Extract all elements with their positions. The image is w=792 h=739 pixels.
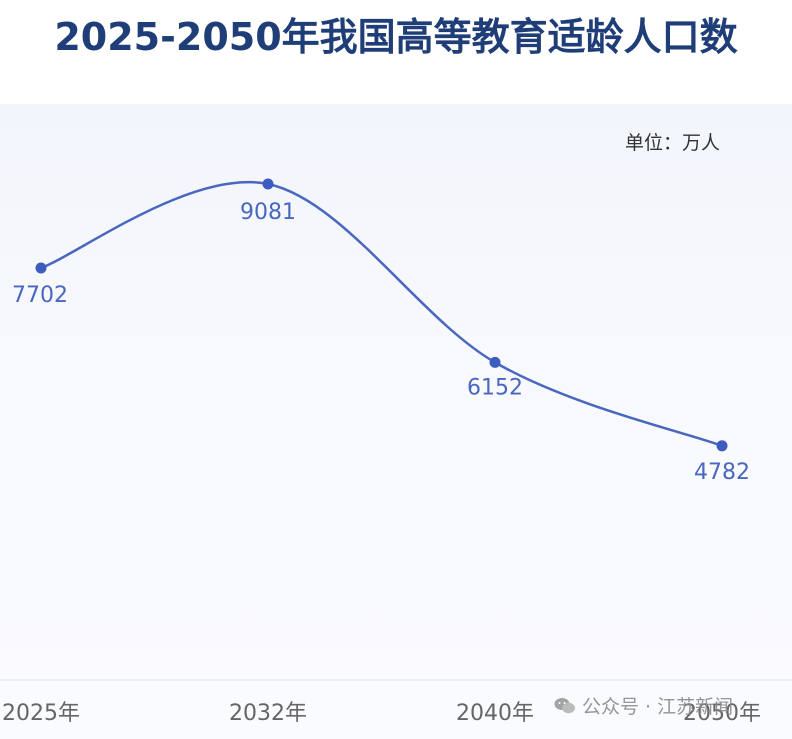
x-tick-label: 2025年 [2, 701, 80, 726]
chart-title: 2025-2050年我国高等教育适龄人口数 [54, 15, 738, 59]
watermark: 公众号 · 江苏新闻 [554, 692, 733, 719]
series-layer: 7702 9081 6152 4782 [12, 178, 750, 485]
watermark-text: 公众号 · 江苏新闻 [582, 696, 734, 718]
series-line [40, 180, 723, 447]
x-tick-label: 2040年 [456, 701, 534, 726]
data-point [262, 178, 274, 190]
x-tick-label: 2050年 [683, 701, 761, 726]
data-point [35, 262, 47, 274]
data-point [716, 440, 728, 452]
data-label: 7702 [12, 283, 68, 308]
chart-panel [0, 104, 792, 739]
data-point [489, 356, 501, 368]
data-label: 9081 [240, 200, 296, 225]
unit-label: 单位：万人 [624, 132, 720, 154]
wechat-icon [554, 697, 576, 715]
data-label: 6152 [467, 375, 523, 400]
data-label: 4782 [694, 460, 750, 485]
x-axis-ticks: 2025年 2032年 2040年 2050年 [2, 701, 761, 726]
x-tick-label: 2032年 [229, 701, 307, 726]
